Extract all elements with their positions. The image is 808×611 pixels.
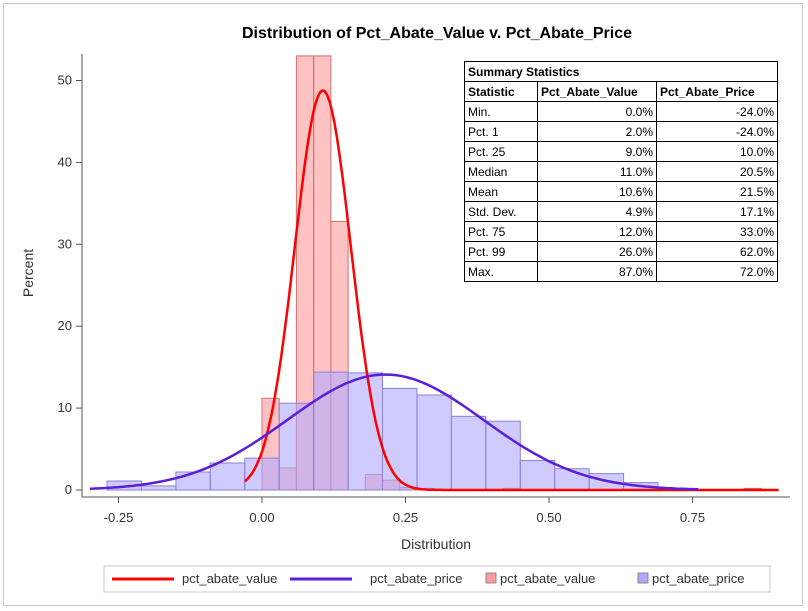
stat-price: 62.0% bbox=[656, 241, 778, 262]
price-histogram-bar bbox=[209, 462, 246, 491]
y-tick-label: 20 bbox=[58, 318, 72, 333]
y-ticks: 0 10 20 30 40 50 bbox=[58, 73, 82, 497]
stat-price: -24.0% bbox=[656, 101, 778, 122]
stat-name: Pct. 1 bbox=[464, 121, 538, 142]
chart-title: Distribution of Pct_Abate_Value v. Pct_A… bbox=[242, 25, 632, 42]
stat-name: Pct. 25 bbox=[464, 141, 538, 162]
y-tick-label: 30 bbox=[58, 236, 72, 251]
header-pct-abate-price: Pct_Abate_Price bbox=[656, 81, 778, 102]
table-row: Pct. 1 2.0% -24.0% bbox=[464, 121, 778, 142]
stat-value: 4.9% bbox=[537, 201, 657, 222]
table-row: Pct. 25 9.0% 10.0% bbox=[464, 141, 778, 162]
stat-value: 9.0% bbox=[537, 141, 657, 162]
legend-label: pct_abate_value bbox=[500, 571, 595, 586]
summary-title-row: Summary Statistics bbox=[464, 61, 778, 82]
legend: pct_abate_value pct_abate_price pct_abate_… bbox=[103, 565, 771, 593]
x-tick-label: 0.50 bbox=[536, 510, 561, 525]
stat-name: Max. bbox=[464, 261, 538, 282]
price-histogram-bar bbox=[416, 394, 452, 491]
legend-label: pct_abate_value bbox=[182, 571, 277, 586]
y-axis-label: Percent bbox=[20, 249, 36, 297]
histogram-bars bbox=[106, 55, 762, 491]
stat-name: Std. Dev. bbox=[464, 201, 538, 222]
x-axis-label: Distribution bbox=[401, 536, 471, 552]
price-histogram-bar bbox=[382, 387, 418, 491]
stat-price: 21.5% bbox=[656, 181, 778, 202]
price-histogram-bar bbox=[519, 460, 556, 491]
stat-value: 87.0% bbox=[537, 261, 657, 282]
header-statistic: Statistic bbox=[464, 81, 538, 102]
summary-header-row: Statistic Pct_Abate_Value Pct_Abate_Pric… bbox=[464, 81, 778, 102]
stat-price: -24.0% bbox=[656, 121, 778, 142]
table-row: Max. 87.0% 72.0% bbox=[464, 261, 778, 282]
y-tick-label: 0 bbox=[65, 482, 72, 497]
stat-value: 10.6% bbox=[537, 181, 657, 202]
x-tick-label: -0.25 bbox=[104, 510, 134, 525]
stat-price: 72.0% bbox=[656, 261, 778, 282]
table-row: Pct. 75 12.0% 33.0% bbox=[464, 221, 778, 242]
y-tick-label: 40 bbox=[58, 154, 72, 169]
stat-name: Min. bbox=[464, 101, 538, 122]
price-histogram-bar bbox=[175, 471, 211, 491]
table-row: Pct. 99 26.0% 62.0% bbox=[464, 241, 778, 262]
price-density-curve bbox=[89, 373, 699, 491]
price-histogram-bar bbox=[450, 415, 487, 491]
y-tick-label: 10 bbox=[58, 400, 72, 415]
chart-frame bbox=[3, 3, 803, 606]
y-tick-label: 50 bbox=[58, 73, 72, 88]
x-tick-label: 0.00 bbox=[249, 510, 274, 525]
stat-value: 0.0% bbox=[537, 101, 657, 122]
table-row: Mean 10.6% 21.5% bbox=[464, 181, 778, 202]
price-histogram-bar bbox=[485, 420, 521, 491]
stat-name: Median bbox=[464, 161, 538, 182]
legend-box-swatch bbox=[637, 572, 649, 584]
legend-box-swatch bbox=[485, 572, 497, 584]
stat-price: 33.0% bbox=[656, 221, 778, 242]
stat-name: Pct. 99 bbox=[464, 241, 538, 262]
stat-name: Mean bbox=[464, 181, 538, 202]
x-ticks: -0.25 0.00 0.25 0.50 0.75 bbox=[104, 497, 705, 525]
legend-border bbox=[103, 565, 771, 593]
summary-statistics-table: Summary Statistics Statistic Pct_Abate_V… bbox=[464, 61, 778, 282]
table-row: Min. 0.0% -24.0% bbox=[464, 101, 778, 122]
stat-value: 12.0% bbox=[537, 221, 657, 242]
stat-name: Pct. 75 bbox=[464, 221, 538, 242]
stat-value: 11.0% bbox=[537, 161, 657, 182]
axes bbox=[81, 54, 790, 498]
density-curves bbox=[89, 88, 779, 492]
legend-label: pct_abate_price bbox=[370, 571, 463, 586]
header-pct-abate-value: Pct_Abate_Value bbox=[537, 81, 657, 102]
stat-value: 2.0% bbox=[537, 121, 657, 142]
table-row: Median 11.0% 20.5% bbox=[464, 161, 778, 182]
price-histogram-bar bbox=[278, 402, 315, 491]
summary-table-title: Summary Statistics bbox=[464, 61, 778, 82]
stat-value: 26.0% bbox=[537, 241, 657, 262]
legend-label: pct_abate_price bbox=[652, 571, 745, 586]
table-row: Std. Dev. 4.9% 17.1% bbox=[464, 201, 778, 222]
price-histogram-bar bbox=[141, 485, 177, 491]
stat-price: 10.0% bbox=[656, 141, 778, 162]
x-tick-label: 0.25 bbox=[393, 510, 418, 525]
stat-price: 17.1% bbox=[656, 201, 778, 222]
stat-price: 20.5% bbox=[656, 161, 778, 182]
x-tick-label: 0.75 bbox=[680, 510, 705, 525]
